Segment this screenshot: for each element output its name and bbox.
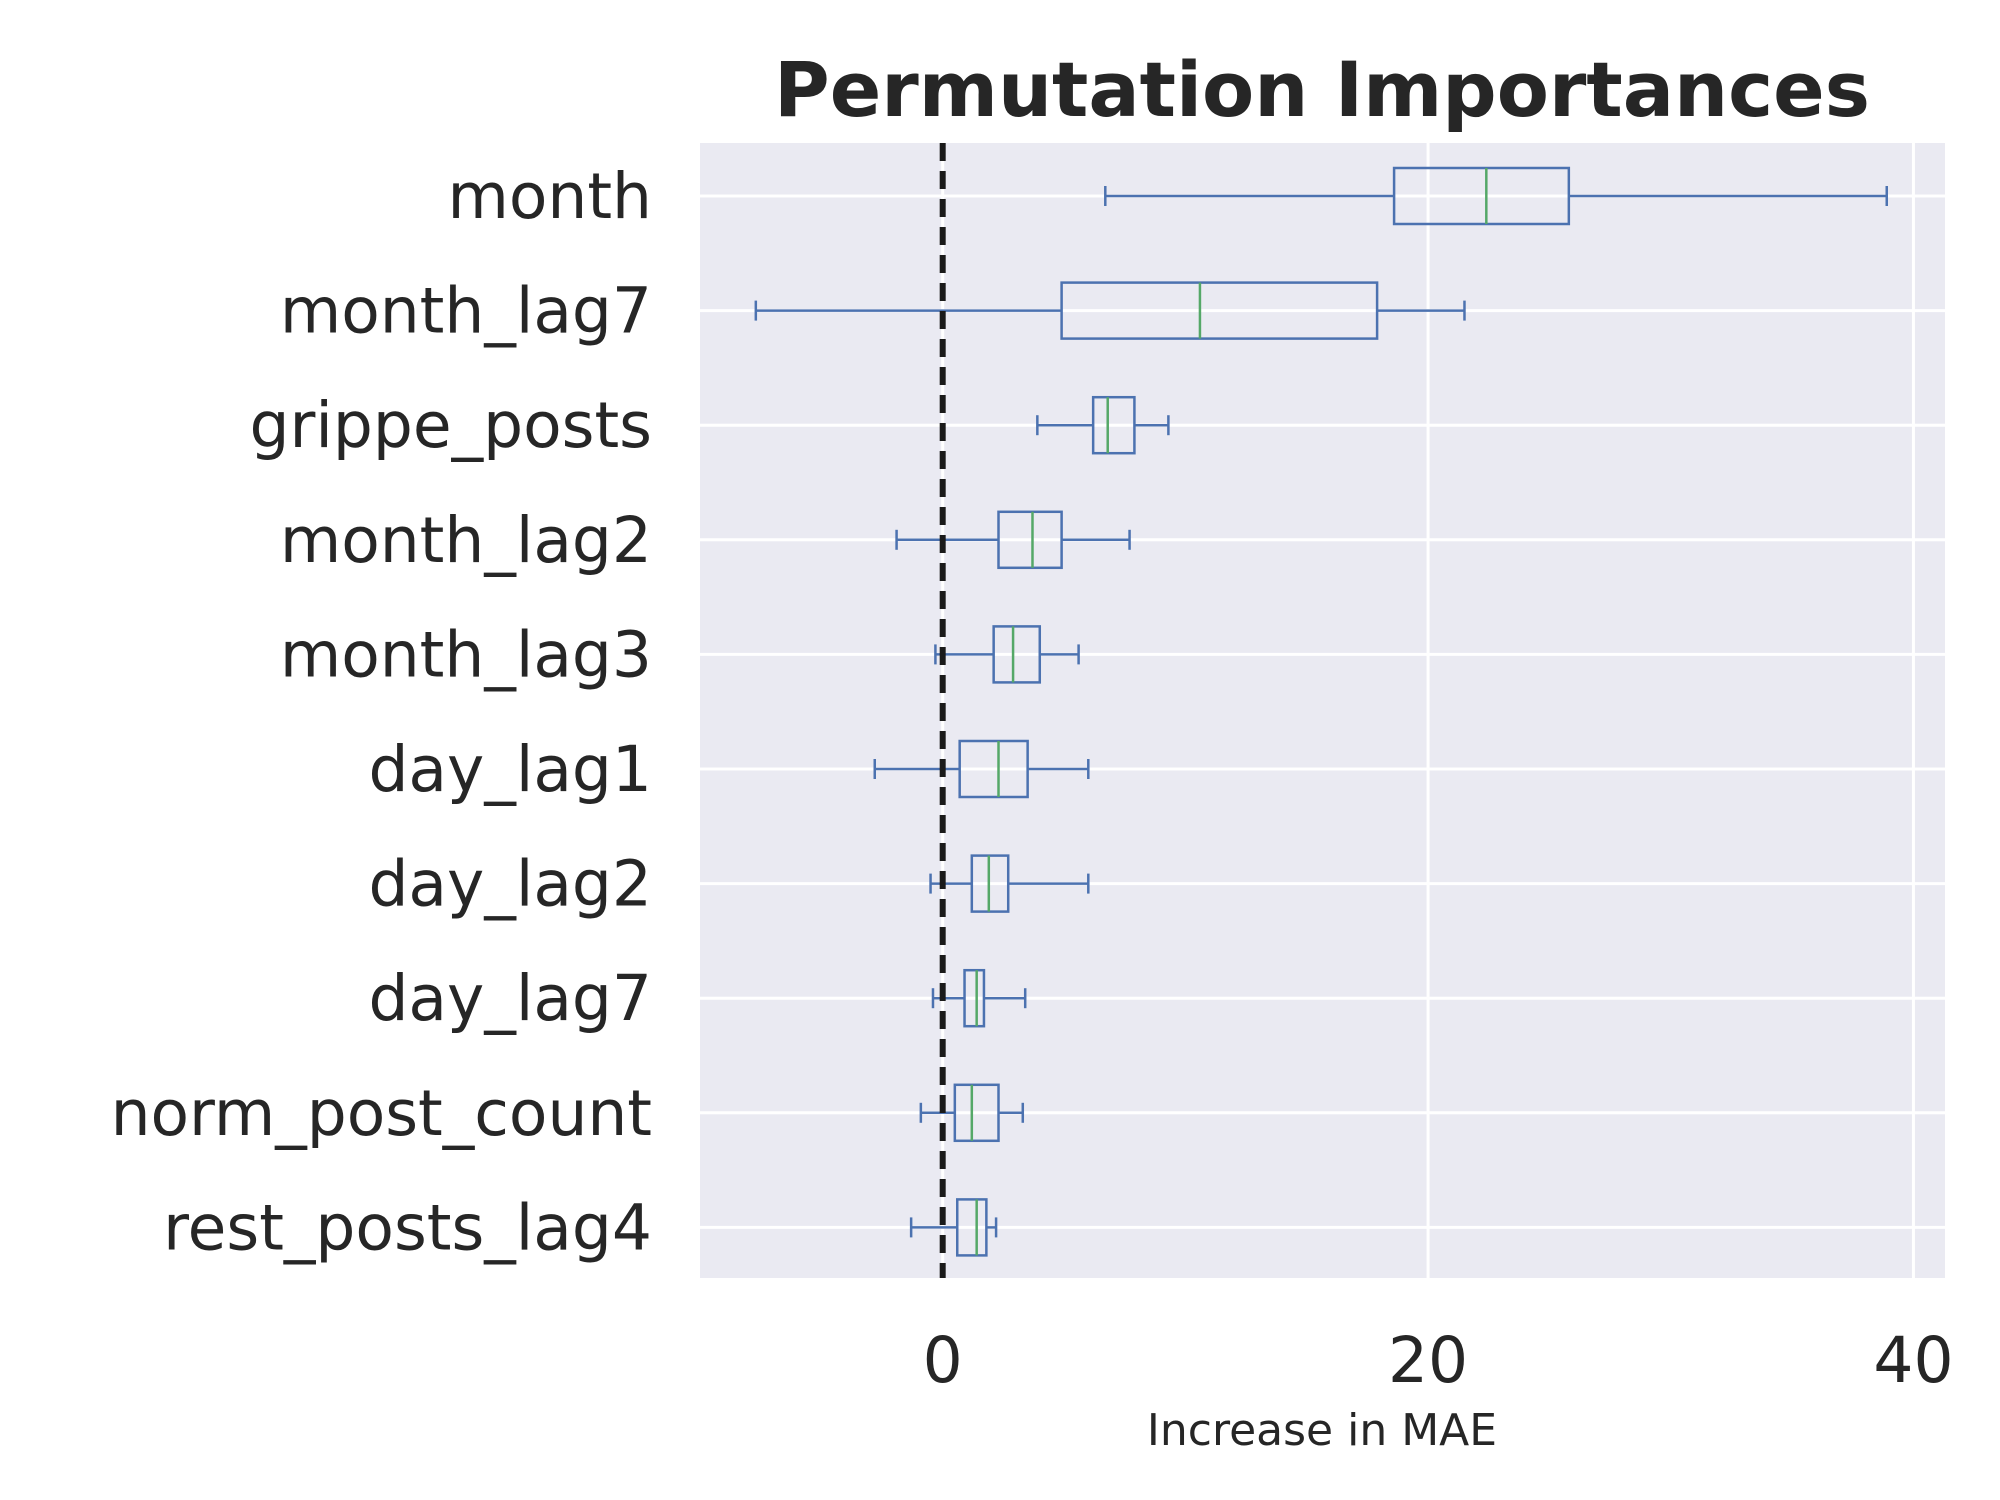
chart-title: Permutation Importances bbox=[774, 45, 1870, 134]
category-label: month_lag7 bbox=[280, 275, 652, 348]
iqr-box bbox=[953, 1083, 1000, 1143]
x-tick-labels: 0 20 40 bbox=[923, 1324, 1954, 1397]
iqr-box bbox=[963, 968, 986, 1028]
iqr-box bbox=[1392, 166, 1571, 226]
box-plots bbox=[754, 166, 1889, 1257]
iqr-box bbox=[997, 510, 1063, 570]
box-grippe-posts bbox=[1036, 395, 1170, 455]
box-month-lag3 bbox=[934, 625, 1080, 684]
box-month-lag7 bbox=[754, 281, 1466, 340]
category-labels: month month_lag7 grippe_posts month_lag2mon… bbox=[111, 160, 652, 1264]
iqr-box bbox=[1091, 395, 1136, 455]
category-label: month_lag3 bbox=[280, 618, 652, 691]
category-label: month_lag2 bbox=[280, 504, 652, 577]
category-label: norm_post_count bbox=[111, 1077, 652, 1150]
x-tick-label: 20 bbox=[1388, 1324, 1468, 1397]
box-month bbox=[1104, 166, 1889, 226]
grid-lines bbox=[700, 143, 1945, 1278]
x-tick-label: 40 bbox=[1873, 1324, 1953, 1397]
x-axis-label: Increase in MAE bbox=[1147, 1405, 1497, 1456]
category-label: day_lag7 bbox=[368, 962, 652, 1035]
box-day-lag7 bbox=[931, 968, 1027, 1028]
category-label: day_lag2 bbox=[368, 848, 652, 921]
category-label: month bbox=[448, 160, 652, 233]
box-norm-post-count bbox=[919, 1083, 1025, 1143]
box-month-lag2 bbox=[895, 510, 1131, 570]
iqr-box bbox=[956, 1198, 988, 1257]
iqr-box bbox=[1060, 281, 1379, 340]
x-tick-label: 0 bbox=[923, 1324, 963, 1397]
box-day-lag2 bbox=[929, 854, 1090, 913]
iqr-box bbox=[958, 739, 1029, 799]
iqr-box bbox=[992, 625, 1042, 684]
box-rest-posts-lag4 bbox=[909, 1198, 998, 1257]
category-label: rest_posts_lag4 bbox=[163, 1191, 652, 1264]
category-label: grippe_posts bbox=[249, 389, 652, 462]
category-label: day_lag1 bbox=[368, 733, 652, 806]
plot-background bbox=[700, 143, 1945, 1278]
